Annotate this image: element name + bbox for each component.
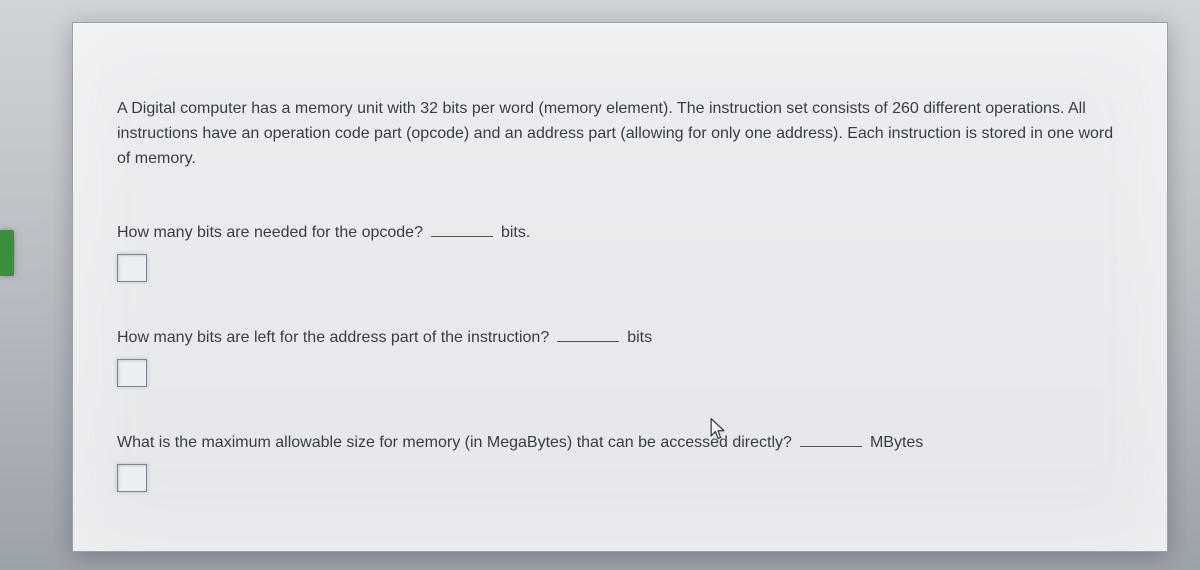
answer-blank bbox=[557, 326, 619, 342]
answer-input-opcode-bits[interactable] bbox=[117, 254, 147, 282]
question-block-1: How many bits are needed for the opcode?… bbox=[117, 221, 1123, 282]
question-block-2: How many bits are left for the address p… bbox=[117, 326, 1123, 387]
question-unit: MBytes bbox=[870, 434, 923, 452]
answer-input-address-bits[interactable] bbox=[117, 359, 147, 387]
question-line: How many bits are left for the address p… bbox=[117, 326, 1123, 347]
answer-input-memory-mbytes[interactable] bbox=[117, 464, 147, 492]
answer-blank bbox=[431, 221, 493, 237]
question-line: What is the maximum allowable size for m… bbox=[117, 431, 1123, 452]
question-line: How many bits are needed for the opcode?… bbox=[117, 221, 1123, 242]
question-unit: bits bbox=[627, 329, 652, 347]
question-prompt: What is the maximum allowable size for m… bbox=[117, 434, 792, 452]
problem-intro-text: A Digital computer has a memory unit wit… bbox=[117, 97, 1123, 171]
question-prompt: How many bits are left for the address p… bbox=[117, 329, 549, 347]
question-prompt: How many bits are needed for the opcode? bbox=[117, 224, 423, 242]
question-block-3: What is the maximum allowable size for m… bbox=[117, 431, 1123, 492]
progress-indicator bbox=[0, 230, 14, 276]
answer-blank bbox=[800, 431, 862, 447]
question-unit: bits. bbox=[501, 224, 530, 242]
question-card: A Digital computer has a memory unit wit… bbox=[72, 22, 1168, 552]
